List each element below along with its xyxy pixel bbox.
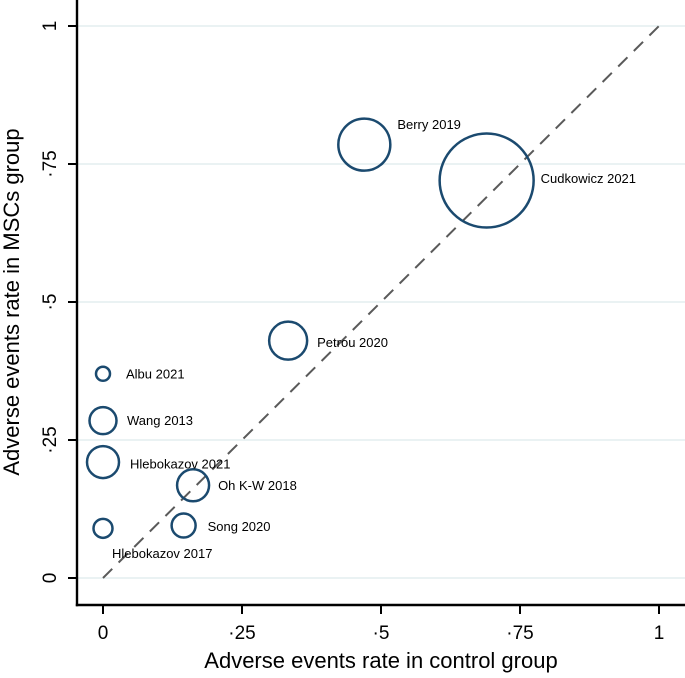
axis-ticks (68, 25, 660, 614)
study-bubble (170, 512, 197, 539)
y-tick-label: ·25 (40, 426, 61, 453)
study-bubble (92, 517, 114, 540)
study-label: Cudkowicz 2021 (541, 171, 636, 186)
axis-tick-labels: 0 ·25 ·5 ·75 1 0 ·25 ·5 ·75 1 (40, 21, 664, 644)
study-label: Berry 2019 (397, 117, 461, 132)
study-label: Hlebokazov 2021 (130, 457, 230, 472)
gridlines (78, 25, 685, 579)
point-labels: Albu 2021 Wang 2013 Hlebokazov 2021 Hleboka… (112, 117, 636, 561)
x-axis-title: Adverse events rate in control group (204, 648, 557, 673)
study-label: Oh K-W 2018 (218, 478, 297, 493)
y-tick-label: 1 (40, 21, 61, 32)
y-tick-label: ·5 (40, 294, 61, 311)
study-label: Song 2020 (208, 519, 271, 534)
study-bubble (88, 405, 118, 436)
study-label: Albu 2021 (126, 366, 185, 381)
study-label: Hlebokazov 2017 (112, 546, 212, 561)
study-bubble (438, 132, 535, 229)
x-tick-label: 0 (98, 623, 109, 644)
study-bubble (337, 117, 392, 172)
x-tick-label: ·75 (506, 623, 533, 644)
y-axis-title: Adverse events rate in MSCs group (0, 128, 24, 475)
y-tick-label: 0 (40, 573, 61, 584)
study-label: Petrou 2020 (317, 335, 388, 350)
x-tick-label: ·5 (373, 623, 390, 644)
study-bubble (175, 468, 211, 503)
y-tick-label: ·75 (40, 150, 61, 177)
x-tick-label: 1 (654, 623, 665, 644)
x-tick-label: ·25 (228, 623, 255, 644)
study-bubble (94, 365, 112, 383)
study-bubble (267, 320, 309, 361)
study-label: Wang 2013 (127, 413, 193, 428)
bubbles (85, 117, 535, 540)
study-bubble (85, 444, 121, 480)
